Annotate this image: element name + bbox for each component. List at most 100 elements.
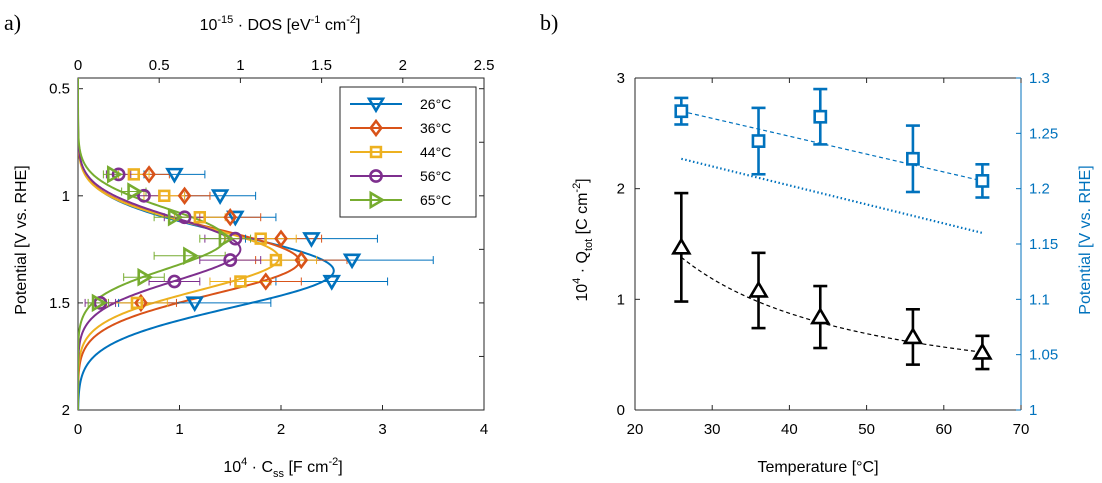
legend-label: 65°C [420, 192, 451, 208]
data-point [810, 306, 831, 325]
x-tick-label: 60 [935, 421, 952, 438]
panel-a-plot-area: 0 1 2 3 40 0.5 1 1.5 2 2.50.511.52 [49, 57, 494, 438]
data-point [254, 232, 267, 245]
panel-b-plot-area: 20 30 40 50 60 70 0 1 2 3 1 1.05 1.1 1.15 1.2 1.25 1.3 [617, 70, 1059, 438]
fit-curve [78, 78, 335, 410]
panel-a-letter: a) [4, 10, 21, 35]
panel-a-top-axis-label: 10-15 · DOS [eV-1 cm-2] [200, 14, 361, 34]
fit-curve [78, 78, 242, 410]
data-point [234, 275, 247, 288]
data-point [177, 186, 192, 205]
x2-tick-label: 2.5 [474, 57, 495, 74]
data-point [137, 267, 154, 287]
y2-tick-label: 1.15 [1029, 236, 1058, 253]
x2-tick-label: 0.5 [149, 57, 170, 74]
legend-label: 44°C [420, 144, 451, 160]
x-tick-label: 4 [480, 421, 488, 438]
y2-tick-label: 1.25 [1029, 125, 1058, 142]
fit-curve [78, 78, 280, 410]
y-tick-label: 1 [617, 291, 625, 308]
x2-tick-label: 1 [236, 57, 244, 74]
legend-label: 26°C [420, 96, 451, 112]
y2-tick-label: 1.05 [1029, 347, 1058, 364]
data-point [91, 293, 108, 313]
data-point [751, 134, 766, 148]
x-tick-label: 2 [277, 421, 285, 438]
data-point [813, 109, 828, 124]
data-point [127, 168, 141, 181]
y-tick-label: 2 [617, 181, 625, 198]
legend-marker [369, 145, 383, 159]
panel-a-data [78, 78, 434, 410]
y-tick-label: 0 [617, 402, 625, 419]
legend-label: 36°C [420, 120, 451, 136]
data-point [302, 232, 321, 248]
x-tick-label: 70 [1013, 421, 1030, 438]
data-point [258, 272, 273, 291]
data-point [671, 237, 692, 255]
data-point [218, 229, 235, 248]
legend-marker [369, 169, 383, 183]
panel-b-left-axis-label: 104 · Qtot [C cm-2] [571, 178, 595, 301]
data-point [902, 326, 924, 345]
legend-label: 56°C [420, 168, 451, 184]
data-point [111, 167, 126, 182]
y2-tick-label: 1.3 [1029, 70, 1050, 87]
data-point [193, 211, 206, 224]
x-tick-label: 1 [175, 421, 183, 438]
data-point [223, 208, 238, 227]
panel-a-legend: 26°C 36°C 44°C 56°C 65°C [339, 86, 477, 218]
legend-marker [369, 190, 386, 210]
data-point [274, 229, 288, 248]
data-point [210, 189, 230, 206]
data-point [158, 189, 171, 203]
y-tick-label: 2 [62, 402, 70, 419]
x-tick-label: 20 [627, 421, 644, 438]
panel-b-letter: b) [540, 10, 558, 35]
legend-marker [369, 118, 383, 138]
data-point [294, 250, 309, 270]
data-point [106, 165, 123, 184]
dashed-fit-line [680, 256, 983, 353]
x-tick-label: 0 [74, 421, 82, 438]
data-point [748, 280, 769, 298]
data-point [975, 174, 990, 188]
y-tick-label: 3 [617, 70, 625, 87]
panel-a-left-axis-label: Potential [V vs. RHE] [13, 165, 30, 314]
data-point [137, 188, 151, 203]
fit-curve [78, 78, 227, 410]
data-point [972, 342, 993, 360]
data-point [185, 296, 204, 313]
data-point [165, 167, 184, 184]
data-point [167, 274, 182, 289]
x-tick-label: 40 [781, 421, 798, 438]
x2-tick-label: 0 [74, 57, 82, 74]
data-point [167, 207, 184, 227]
data-point [906, 151, 920, 166]
x-tick-label: 3 [378, 421, 386, 438]
data-point [674, 104, 689, 119]
legend-marker [366, 97, 386, 114]
panel-a-chart: a) 10-15 · DOS [eV-1 cm-2] 104 · Css [F … [4, 10, 494, 480]
y2-tick-label: 1.1 [1029, 291, 1050, 308]
data-point [142, 165, 156, 184]
panel-b-chart: b) Temperature [°C] 104 · Qtot [C cm-2] … [540, 10, 1094, 476]
y2-tick-label: 1.2 [1029, 181, 1050, 198]
dashed-fit-line [681, 110, 983, 182]
data-point [223, 253, 238, 267]
panel-b-right-axis-label: Potential [V vs. RHE] [1077, 165, 1094, 314]
y-tick-label: 1.5 [49, 295, 70, 312]
data-point [183, 246, 199, 266]
data-point [322, 274, 342, 291]
y-tick-label: 1 [62, 188, 70, 205]
data-point [127, 182, 144, 201]
x-tick-label: 50 [858, 421, 875, 438]
x2-tick-label: 1.5 [311, 57, 332, 74]
data-point [134, 293, 148, 313]
x-tick-label: 30 [704, 421, 721, 438]
data-point [130, 296, 144, 310]
panel-b-bottom-axis-label: Temperature [°C] [757, 459, 878, 476]
data-point [269, 253, 283, 267]
panel-a-bottom-axis-label: 104 · Css [F cm-2] [223, 456, 342, 480]
